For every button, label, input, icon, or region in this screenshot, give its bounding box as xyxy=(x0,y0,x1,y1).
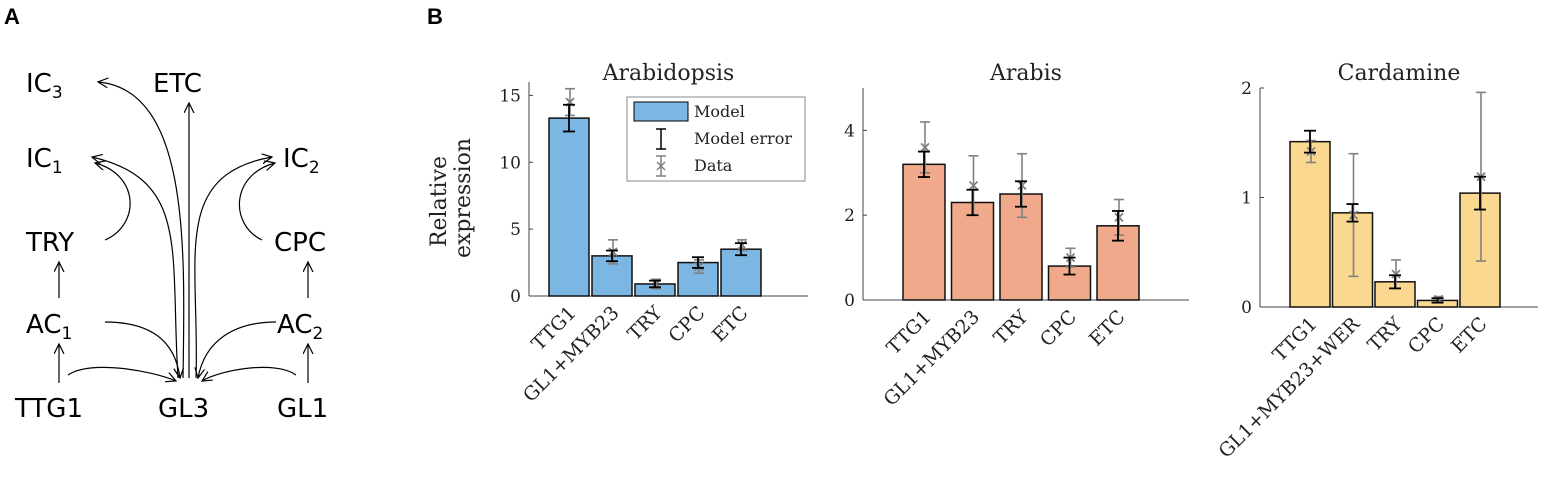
panel-label-a: A xyxy=(4,4,20,29)
bar-gl1+myb23 xyxy=(950,201,995,301)
legend-data-label: Data xyxy=(694,156,733,175)
model-errorbar xyxy=(1474,175,1486,211)
edge-ac1-gl3 xyxy=(104,321,180,378)
edge-gl3-ic2 xyxy=(194,157,272,379)
y-tick-label: 0 xyxy=(1241,298,1252,318)
model-errorbar xyxy=(1063,256,1076,276)
network-nodes: IC3 ETC IC1 IC2 TRY CPC AC1 AC2 TTG1 GL3… xyxy=(14,69,328,424)
data-point xyxy=(1114,212,1124,222)
legend-model-error-label: Model error xyxy=(694,129,792,148)
model-errorbar xyxy=(606,249,618,263)
chart-title: Cardamine xyxy=(1338,61,1461,86)
model-errorbar xyxy=(1304,129,1316,154)
legend-model-swatch xyxy=(633,101,689,122)
y-tick-label: 4 xyxy=(844,121,855,141)
x-tick-label: TRY xyxy=(1363,313,1406,356)
data-point xyxy=(1017,180,1027,191)
bar-ttg1 xyxy=(902,163,946,301)
bar-ttg1 xyxy=(548,117,590,297)
data-point xyxy=(968,180,979,191)
y-tick-label: 0 xyxy=(844,291,855,311)
y-tick-label: 15 xyxy=(499,86,521,106)
data-point xyxy=(694,261,704,272)
x-tick-label: CPC xyxy=(664,302,709,347)
edge-gl3-ic1 xyxy=(92,157,179,379)
model-errorbar xyxy=(1112,210,1124,242)
model-errorbar xyxy=(735,242,747,257)
edge-try-ic1 xyxy=(95,163,131,241)
edge-ttg1-gl3 xyxy=(67,366,176,381)
edge-cpc-ic2 xyxy=(239,163,275,241)
node-gl1: GL1 xyxy=(277,394,328,424)
model-errorbar xyxy=(1346,203,1359,223)
node-ic3: IC3 xyxy=(26,69,63,103)
chart-title: Arabidopsis xyxy=(602,61,735,86)
data-point xyxy=(608,247,618,257)
node-etc: ETC xyxy=(153,69,202,99)
node-ic1: IC1 xyxy=(26,144,63,178)
x-tick-label: CPC xyxy=(1404,313,1449,358)
legend-data-icon xyxy=(656,155,666,177)
data-point xyxy=(920,142,930,152)
x-tick-label: CPC xyxy=(1036,306,1081,351)
node-cpc: CPC xyxy=(274,228,326,258)
y-tick-label: 2 xyxy=(844,206,855,226)
model-errorbar xyxy=(692,256,704,269)
chart-title: Arabis xyxy=(989,61,1062,86)
y-tick-label: 10 xyxy=(499,153,521,173)
node-ttg1: TTG1 xyxy=(14,394,83,424)
x-tick-label: TRY xyxy=(989,306,1032,349)
bar-gl1+myb23 xyxy=(591,255,633,297)
legend-model-label: Model xyxy=(694,102,745,121)
y-tick-label: 2 xyxy=(1241,79,1252,99)
model-errorbar xyxy=(1431,297,1444,304)
y-tick-label: 1 xyxy=(1241,189,1252,209)
bar-gl1+myb23+wer xyxy=(1331,212,1374,308)
legend-model-error-icon xyxy=(656,128,666,150)
panel-label-b: B xyxy=(427,4,443,29)
y-axis-label: Relative expression xyxy=(427,138,476,258)
network-diagram xyxy=(59,82,308,383)
y-tick-label: 0 xyxy=(510,287,521,307)
bar-try xyxy=(999,193,1043,301)
node-ac2: AC2 xyxy=(277,310,323,344)
edge-ac2-gl3 xyxy=(198,321,277,378)
node-ic2: IC2 xyxy=(283,144,320,178)
node-ac1: AC1 xyxy=(26,310,72,344)
bar-etc xyxy=(1459,192,1501,308)
model-errorbar xyxy=(1015,180,1027,208)
node-gl3: GL3 xyxy=(158,394,209,424)
model-errorbar xyxy=(563,103,575,133)
x-tick-label: TRY xyxy=(623,302,666,345)
x-tick-label: ETC xyxy=(1447,313,1492,358)
model-errorbar xyxy=(966,188,979,217)
data-point xyxy=(1391,269,1401,279)
bar-ttg1 xyxy=(1289,140,1331,308)
node-try: TRY xyxy=(25,228,74,258)
data-point xyxy=(1348,210,1359,220)
x-tick-label: ETC xyxy=(708,302,753,347)
model-errorbar xyxy=(649,279,661,289)
bar-etc xyxy=(720,248,762,297)
x-tick-label: ETC xyxy=(1085,306,1130,351)
edge-gl1-gl3 xyxy=(202,366,297,381)
model-errorbar xyxy=(918,150,930,178)
y-tick-label: 5 xyxy=(510,220,521,240)
legend: Model Model error Data xyxy=(626,96,806,182)
data-point xyxy=(1306,146,1316,157)
edge-gl3-ic3 xyxy=(98,82,185,379)
model-errorbar xyxy=(1389,274,1401,290)
